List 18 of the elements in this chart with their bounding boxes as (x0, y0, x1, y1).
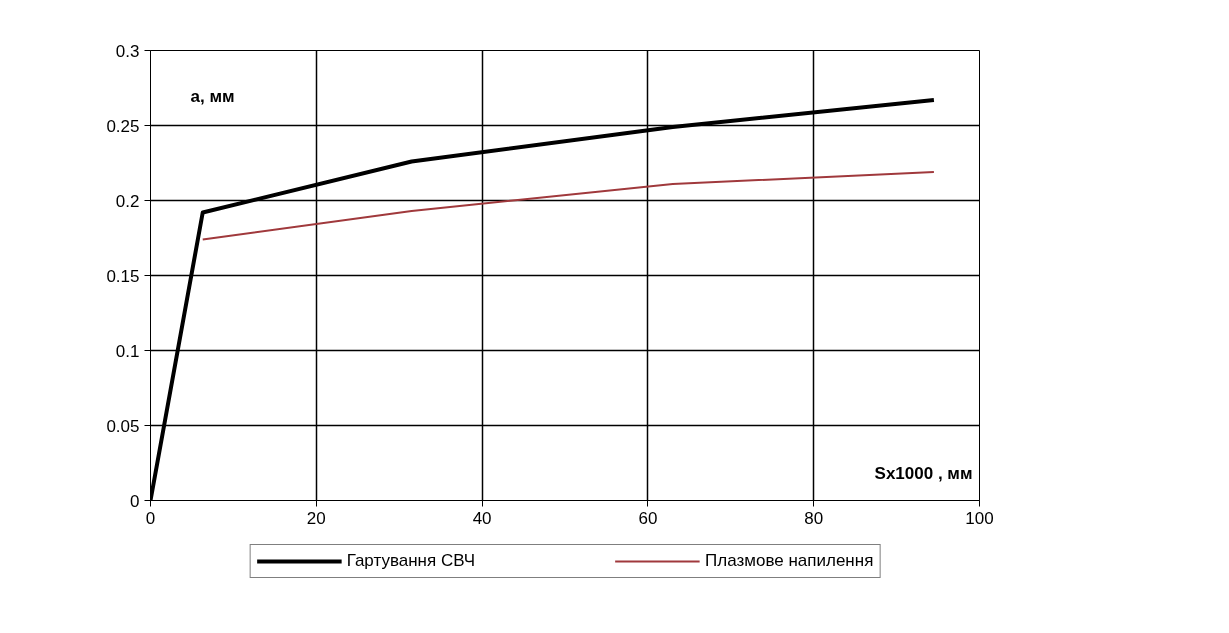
legend-label: Плазмове напилення (705, 551, 874, 571)
x-tick-label: 0 (145, 508, 156, 528)
x-tick-label: 40 (472, 508, 492, 528)
y-axis-title: a, мм (190, 86, 235, 106)
y-tick-label: 0.25 (106, 116, 140, 136)
y-tick-label: 0.2 (115, 191, 140, 211)
x-tick-label: 20 (306, 508, 326, 528)
line-series (201, 171, 935, 241)
y-tick-label: 0.3 (115, 41, 140, 61)
x-tick-label: 100 (965, 508, 994, 528)
y-tick-label: 0.05 (106, 416, 140, 436)
x-axis-title: Sx1000 , мм (874, 463, 973, 483)
y-tick-label: 0.15 (106, 266, 140, 286)
x-tick-label: 80 (804, 508, 824, 528)
y-tick-label: 0 (130, 491, 140, 511)
x-tick-label: 60 (638, 508, 658, 528)
legend-label: Гартування СВЧ (346, 551, 476, 571)
y-tick-label: 0.1 (115, 341, 140, 361)
